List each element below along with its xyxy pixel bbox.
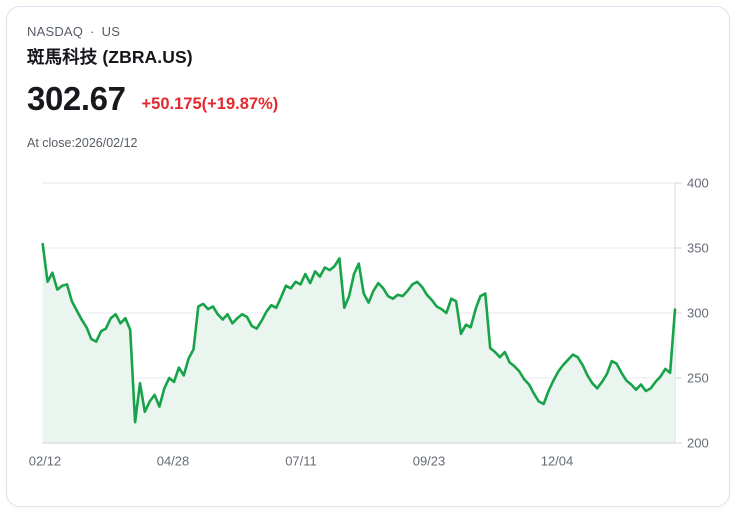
x-axis-label-12-04: 12/04	[541, 454, 574, 469]
x-axis-label-09-23: 09/23	[413, 454, 446, 469]
y-axis-label-250: 250	[687, 371, 709, 386]
y-axis-label-350: 350	[687, 241, 709, 256]
exchange-label: NASDAQ	[27, 24, 84, 39]
region-label: US	[101, 24, 121, 39]
x-axis-label-04-28: 04/28	[157, 454, 190, 469]
y-axis-label-400: 400	[687, 176, 709, 191]
close-timestamp: At close:2026/02/12	[27, 136, 138, 150]
price-area	[42, 244, 675, 443]
price-row: 302.67 +50.175(+19.87%)	[27, 82, 278, 115]
y-axis-label-200: 200	[687, 436, 709, 451]
last-price: 302.67	[27, 80, 126, 117]
x-axis-label-07-11: 07/11	[285, 454, 317, 469]
price-line	[41, 242, 677, 424]
y-axis-label-300: 300	[687, 306, 709, 321]
exchange-row: NASDAQ · US	[27, 24, 120, 39]
price-change: +50.175(+19.87%)	[141, 94, 279, 113]
exchange-separator-dot: ·	[90, 24, 95, 39]
x-axis-label-02-12: 02/12	[29, 454, 62, 469]
stock-title: 斑馬科技 (ZBRA.US)	[27, 47, 193, 67]
